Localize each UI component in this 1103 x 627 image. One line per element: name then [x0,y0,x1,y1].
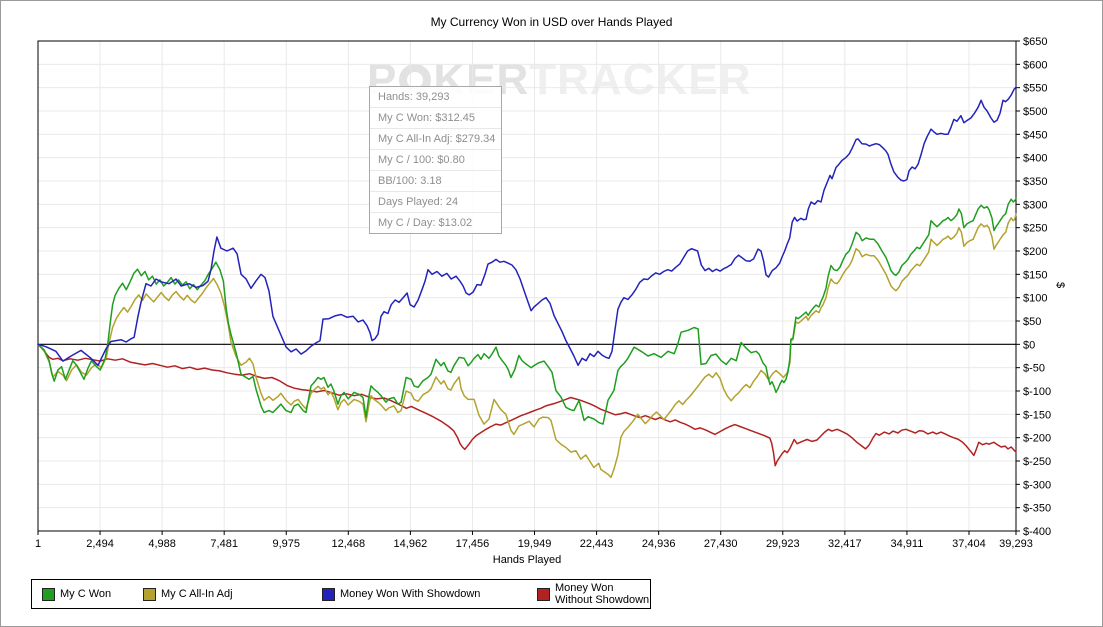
hover-tooltip: Hands: 39,293 My C Won: $312.45 My C All-I… [369,86,502,234]
legend-item-money-won-with-showdown: Money Won With Showdown [322,580,480,608]
y-tick-label: $-250 [1023,456,1051,468]
y-axis-title: $ [1054,281,1067,289]
y-tick-label: $400 [1023,153,1047,165]
x-tick-label: 14,962 [394,538,428,550]
y-tick-label: $-200 [1023,433,1051,445]
legend-label: Money Won With Showdown [340,588,481,600]
legend-item-money-won-without-showdown: Money Won Without Showdown [537,580,650,608]
legend: My C Won My C All-In Adj Money Won With Sh… [31,579,651,609]
x-tick-label: 12,468 [331,538,365,550]
x-tick-label: 34,911 [891,538,924,550]
x-tick-label: 37,404 [952,538,986,550]
series-line-money-won-without-showdown [37,343,1017,467]
y-tick-label: $300 [1023,199,1047,211]
y-tick-label: $150 [1023,269,1047,281]
x-axis-title: Hands Played [492,554,562,566]
x-tick-label: 1 [35,538,41,550]
legend-item-my-c-all-in-adj: My C All-In Adj [143,580,233,608]
tooltip-row: My C All-In Adj: $279.34 [370,129,501,150]
legend-swatch-icon [537,587,550,601]
y-tick-label: $-100 [1023,386,1051,398]
y-tick-label: $0 [1023,339,1035,351]
tooltip-row: Hands: 39,293 [370,87,501,108]
y-tick-label: $600 [1023,59,1047,71]
y-tick-label: $250 [1023,223,1047,235]
y-tick-label: $450 [1023,129,1047,141]
y-tick-label: $350 [1023,176,1047,188]
x-tick-label: 17,456 [456,538,490,550]
x-tick-label: 27,430 [704,538,738,550]
x-tick-label: 32,417 [828,538,862,550]
y-tick-label: $650 [1023,36,1047,48]
x-tick-label: 2,494 [86,538,114,550]
y-tick-label: $500 [1023,106,1047,118]
y-tick-label: $-400 [1023,526,1051,538]
plot-frame [37,40,1017,532]
y-tick-label: $-50 [1023,363,1045,375]
tooltip-row: My C / 100: $0.80 [370,150,501,171]
tooltip-row: My C Won: $312.45 [370,108,501,129]
legend-label: Money Won Without Showdown [555,582,650,606]
x-tick-label: 39,293 [999,538,1033,550]
legend-swatch-icon [143,587,156,601]
x-tick-label: 9,975 [272,538,300,550]
tooltip-row: BB/100: 3.18 [370,171,501,192]
legend-swatch-icon [322,587,335,601]
y-tick-label: $50 [1023,316,1041,328]
y-tick-label: $-350 [1023,503,1051,515]
series-line-my-c-all-in-adj [37,213,1017,479]
x-tick-label: 7,481 [210,538,238,550]
x-tick-label: 29,923 [766,538,800,550]
y-tick-label: $200 [1023,246,1047,258]
legend-item-my-c-won: My C Won [42,580,111,608]
legend-swatch-icon [42,587,55,601]
chart-title: My Currency Won in USD over Hands Played [430,15,673,29]
tooltip-row: Days Played: 24 [370,192,501,213]
y-tick-label: $-300 [1023,479,1051,491]
tooltip-row: My C / Day: $13.02 [378,217,473,229]
y-tick-label: $100 [1023,293,1047,305]
legend-label: My C Won [60,588,112,600]
x-tick-label: 24,936 [642,538,676,550]
series-line-my-c-won [37,197,1017,425]
watermark-text-tracker: TRACKER [529,55,752,104]
y-tick-label: $550 [1023,83,1047,95]
x-tick-label: 4,988 [148,538,176,550]
x-tick-label: 19,949 [518,538,552,550]
series-line-money-won-with-showdown [37,86,1017,367]
legend-label: My C All-In Adj [161,588,233,600]
x-tick-label: 22,443 [580,538,614,550]
y-tick-label: $-150 [1023,409,1051,421]
